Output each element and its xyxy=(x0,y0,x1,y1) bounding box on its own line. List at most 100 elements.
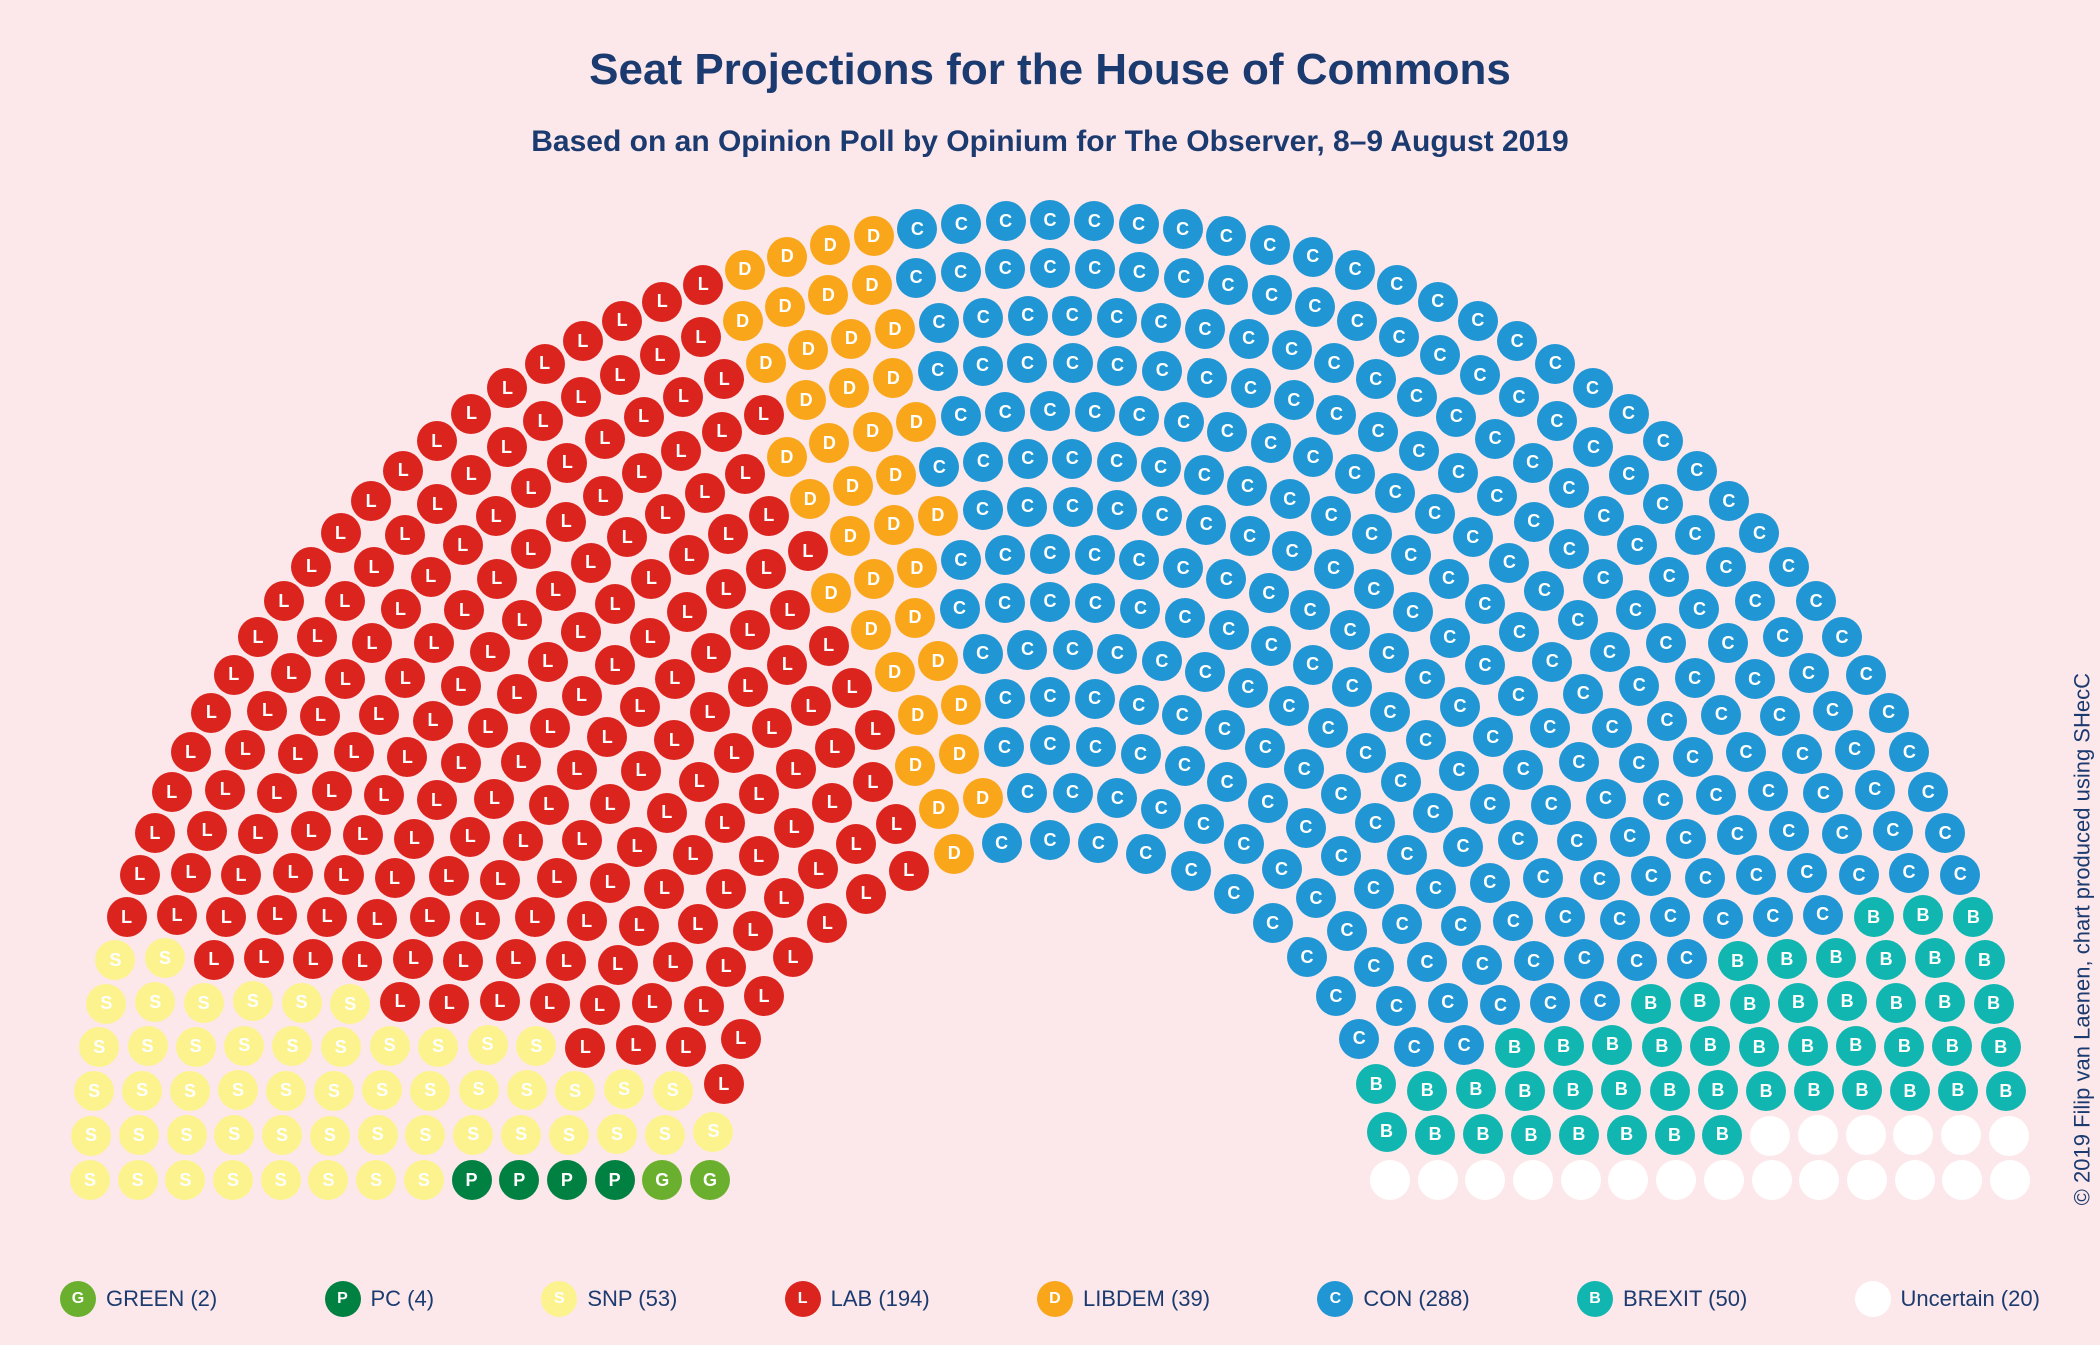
seat-con: C xyxy=(982,823,1022,863)
seat-uncertain xyxy=(1893,1115,1933,1155)
seat-brexit: B xyxy=(1890,1071,1930,1111)
seat-lab: L xyxy=(171,732,211,772)
seat-lab: L xyxy=(496,939,536,979)
seat-lab: L xyxy=(725,454,765,494)
seat-con: C xyxy=(1163,209,1203,249)
seat-con: C xyxy=(1228,668,1268,708)
seat-con: C xyxy=(1119,396,1159,436)
seat-con: C xyxy=(1530,708,1570,748)
seat-lab: L xyxy=(451,455,491,495)
seat-con: C xyxy=(1097,778,1137,818)
seat-libdem: D xyxy=(897,548,937,588)
seat-snp: S xyxy=(170,1071,210,1111)
seat-lab: L xyxy=(271,653,311,693)
seat-con: C xyxy=(1609,394,1649,434)
seat-snp: S xyxy=(184,983,224,1023)
seat-con: C xyxy=(1673,737,1713,777)
seat-pc: P xyxy=(452,1160,492,1200)
seat-con: C xyxy=(1855,770,1895,810)
seat-libdem: D xyxy=(809,423,849,463)
seat-brexit: B xyxy=(1730,984,1770,1024)
seat-con: C xyxy=(1008,296,1048,336)
seat-con: C xyxy=(1358,412,1398,452)
seat-con: C xyxy=(1717,815,1757,855)
seat-con: C xyxy=(1617,941,1657,981)
seat-brexit: B xyxy=(1794,1071,1834,1111)
seat-con: C xyxy=(1649,557,1689,597)
seat-libdem: D xyxy=(939,734,979,774)
seat-lab: L xyxy=(411,557,451,597)
seat-lab: L xyxy=(205,770,245,810)
seat-con: C xyxy=(1407,942,1447,982)
seat-con: C xyxy=(1394,1027,1434,1067)
seat-uncertain xyxy=(1895,1160,1935,1200)
seat-lab: L xyxy=(590,784,630,824)
seat-lab: L xyxy=(622,453,662,493)
seat-con: C xyxy=(1803,773,1843,813)
seat-pc: P xyxy=(499,1160,539,1200)
seat-lab: L xyxy=(567,901,607,941)
seat-lab: L xyxy=(547,443,587,483)
seat-con: C xyxy=(940,589,980,629)
seat-snp: S xyxy=(549,1115,589,1155)
seat-con: C xyxy=(1252,275,1292,315)
seat-lab: L xyxy=(324,855,364,895)
seat-con: C xyxy=(1475,419,1515,459)
seat-lab: L xyxy=(394,819,434,859)
seat-lab: L xyxy=(351,481,391,521)
seat-lab: L xyxy=(474,779,514,819)
seat-brexit: B xyxy=(1788,1026,1828,1066)
seat-con: C xyxy=(1443,827,1483,867)
seat-con: C xyxy=(1314,549,1354,589)
seat-con: C xyxy=(963,298,1003,338)
seat-lab: L xyxy=(721,1019,761,1059)
seat-lab: L xyxy=(530,708,570,748)
seat-brexit: B xyxy=(1631,984,1671,1024)
seat-con: C xyxy=(1580,860,1620,900)
seat-con: C xyxy=(985,392,1025,432)
seat-lab: L xyxy=(774,808,814,848)
seat-lab: L xyxy=(429,856,469,896)
seat-lab: L xyxy=(706,569,746,609)
seat-snp: S xyxy=(233,981,273,1021)
seat-con: C xyxy=(1600,900,1640,940)
seat-brexit: B xyxy=(1592,1025,1632,1065)
seat-con: C xyxy=(1052,439,1092,479)
seat-brexit: B xyxy=(1842,1070,1882,1110)
seat-brexit: B xyxy=(1903,895,1943,935)
seat-snp: S xyxy=(135,982,175,1022)
seat-con: C xyxy=(1097,298,1137,338)
seat-lab: L xyxy=(704,359,744,399)
seat-libdem: D xyxy=(919,789,959,829)
seat-uncertain xyxy=(1846,1115,1886,1155)
seat-libdem: D xyxy=(786,380,826,420)
seat-con: C xyxy=(1381,762,1421,802)
seat-libdem: D xyxy=(898,695,938,735)
seat-con: C xyxy=(963,442,1003,482)
seat-lab: L xyxy=(667,592,707,632)
seat-con: C xyxy=(1121,734,1161,774)
seat-lab: L xyxy=(644,869,684,909)
seat-lab: L xyxy=(529,785,569,825)
seat-con: C xyxy=(1675,515,1715,555)
seat-lab: L xyxy=(773,937,813,977)
seat-con: C xyxy=(1524,571,1564,611)
seat-con: C xyxy=(1787,853,1827,893)
seat-brexit: B xyxy=(1650,1071,1690,1111)
seat-lab: L xyxy=(417,780,457,820)
seat-libdem: D xyxy=(895,746,935,786)
seat-con: C xyxy=(1763,617,1803,657)
seat-snp: S xyxy=(405,1115,445,1155)
seat-lab: L xyxy=(257,895,297,935)
seat-snp: S xyxy=(261,1160,301,1200)
seat-lab: L xyxy=(655,659,695,699)
seat-con: C xyxy=(1796,581,1836,621)
seat-con: C xyxy=(1224,824,1264,864)
seat-lab: L xyxy=(511,529,551,569)
seat-brexit: B xyxy=(1415,1115,1455,1155)
seat-libdem: D xyxy=(876,455,916,495)
seat-con: C xyxy=(1074,201,1114,241)
legend-label-libdem: LIBDEM (39) xyxy=(1083,1286,1210,1312)
seat-lab: L xyxy=(546,502,586,542)
seat-uncertain xyxy=(1608,1160,1648,1200)
